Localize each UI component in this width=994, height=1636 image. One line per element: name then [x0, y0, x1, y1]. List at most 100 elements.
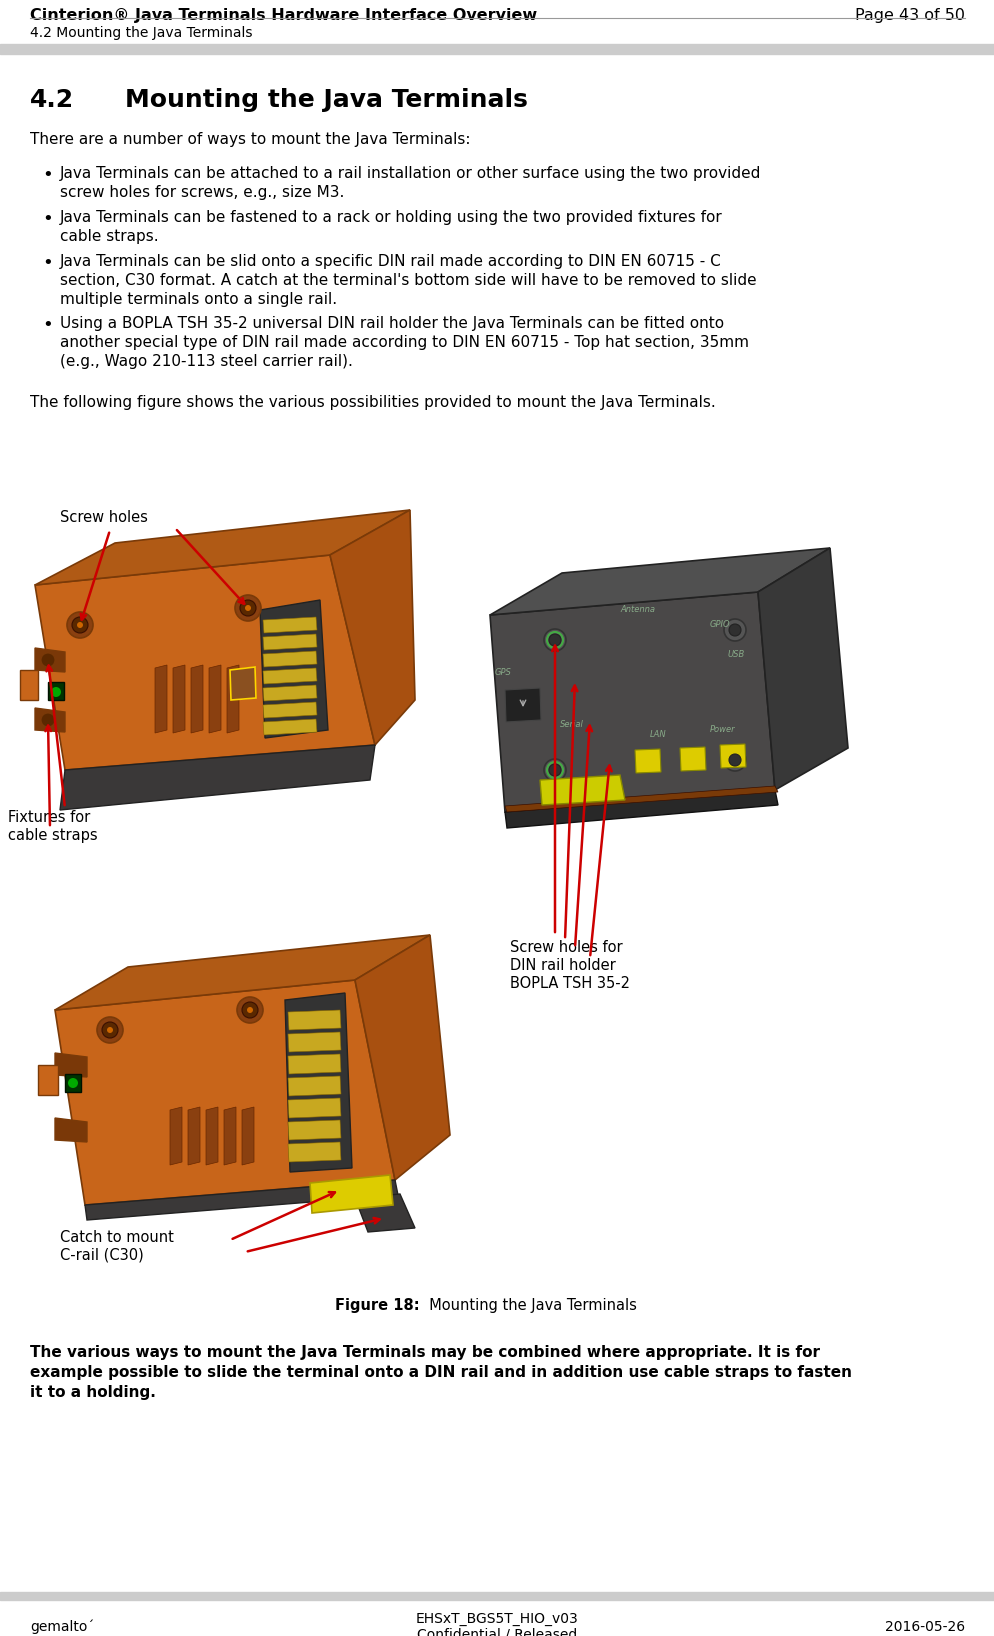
Circle shape — [724, 618, 746, 641]
Polygon shape — [188, 1108, 200, 1165]
Polygon shape — [287, 1009, 341, 1031]
Polygon shape — [35, 708, 65, 731]
Bar — [0, 1592, 994, 1600]
Polygon shape — [60, 744, 375, 810]
Polygon shape — [489, 548, 829, 615]
Text: GPS: GPS — [494, 667, 511, 677]
Circle shape — [544, 628, 566, 651]
Text: section, C30 format. A catch at the terminal's bottom side will have to be remov: section, C30 format. A catch at the term… — [60, 273, 755, 288]
Text: 2016-05-26: 2016-05-26 — [884, 1620, 964, 1634]
Polygon shape — [505, 689, 541, 721]
Text: •: • — [42, 316, 53, 334]
Polygon shape — [55, 1054, 86, 1076]
Polygon shape — [757, 548, 847, 790]
Circle shape — [72, 617, 87, 633]
Text: Mounting the Java Terminals: Mounting the Java Terminals — [125, 88, 528, 111]
Polygon shape — [287, 1121, 341, 1140]
Text: Figure 18:: Figure 18: — [335, 1297, 419, 1314]
Polygon shape — [242, 1108, 253, 1165]
Text: GPIO: GPIO — [710, 620, 730, 628]
Text: Using a BOPLA TSH 35-2 universal DIN rail holder the Java Terminals can be fitte: Using a BOPLA TSH 35-2 universal DIN rai… — [60, 316, 724, 330]
Text: Serial: Serial — [560, 720, 583, 730]
Circle shape — [237, 996, 262, 1022]
Text: •: • — [42, 165, 53, 183]
Circle shape — [67, 612, 92, 638]
Text: Java Terminals can be slid onto a specific DIN rail made according to DIN EN 607: Java Terminals can be slid onto a specif… — [60, 254, 721, 268]
Circle shape — [544, 759, 566, 780]
Text: screw holes for screws, e.g., size M3.: screw holes for screws, e.g., size M3. — [60, 185, 344, 200]
Text: multiple terminals onto a single rail.: multiple terminals onto a single rail. — [60, 291, 337, 308]
Circle shape — [51, 687, 61, 697]
Polygon shape — [55, 1117, 86, 1142]
Polygon shape — [35, 555, 375, 771]
Text: Page 43 of 50: Page 43 of 50 — [854, 8, 964, 23]
Text: Catch to mount: Catch to mount — [60, 1230, 174, 1245]
Text: Java Terminals can be fastened to a rack or holding using the two provided fixtu: Java Terminals can be fastened to a rack… — [60, 209, 722, 226]
Circle shape — [41, 713, 55, 726]
Circle shape — [107, 1027, 113, 1032]
Text: BOPLA TSH 35-2: BOPLA TSH 35-2 — [510, 977, 629, 991]
Bar — [48, 682, 64, 700]
Text: Java Terminals can be attached to a rail installation or other surface using the: Java Terminals can be attached to a rail… — [60, 165, 760, 182]
Polygon shape — [84, 1180, 398, 1220]
Polygon shape — [287, 1054, 341, 1073]
Text: Confidential / Released: Confidential / Released — [416, 1628, 577, 1636]
Polygon shape — [55, 936, 429, 1009]
Circle shape — [41, 653, 55, 667]
Polygon shape — [330, 510, 414, 744]
Polygon shape — [35, 648, 65, 672]
Polygon shape — [230, 667, 255, 700]
Polygon shape — [287, 1032, 341, 1052]
Circle shape — [247, 1008, 252, 1013]
Circle shape — [240, 600, 255, 617]
Polygon shape — [284, 993, 352, 1171]
Text: The following figure shows the various possibilities provided to mount the Java : The following figure shows the various p… — [30, 394, 715, 411]
Polygon shape — [505, 785, 777, 811]
Polygon shape — [173, 664, 185, 733]
Text: Screw holes: Screw holes — [60, 510, 148, 525]
Circle shape — [68, 1078, 78, 1088]
Text: •: • — [42, 254, 53, 272]
Circle shape — [96, 1018, 123, 1044]
Text: Antenna: Antenna — [619, 605, 654, 614]
Polygon shape — [20, 671, 38, 700]
Polygon shape — [355, 1194, 414, 1232]
Circle shape — [77, 622, 83, 628]
Text: Mounting the Java Terminals: Mounting the Java Terminals — [419, 1297, 636, 1314]
Polygon shape — [355, 936, 449, 1180]
Circle shape — [724, 749, 746, 771]
Polygon shape — [262, 685, 317, 700]
Polygon shape — [35, 510, 410, 586]
Polygon shape — [287, 1142, 341, 1162]
Text: •: • — [42, 209, 53, 227]
Polygon shape — [224, 1108, 236, 1165]
Polygon shape — [38, 1065, 58, 1094]
Text: Cinterion® Java Terminals Hardware Interface Overview: Cinterion® Java Terminals Hardware Inter… — [30, 8, 537, 23]
Polygon shape — [287, 1076, 341, 1096]
Polygon shape — [262, 635, 317, 649]
Polygon shape — [262, 617, 317, 633]
Text: Fixtures for: Fixtures for — [8, 810, 90, 825]
Text: C-rail (C30): C-rail (C30) — [60, 1248, 143, 1263]
Text: 4.2: 4.2 — [30, 88, 74, 111]
Bar — [0, 44, 994, 54]
Circle shape — [549, 635, 561, 646]
Circle shape — [102, 1022, 118, 1037]
Polygon shape — [720, 744, 746, 767]
Bar — [65, 1073, 81, 1091]
Polygon shape — [191, 664, 203, 733]
Text: Screw holes for: Screw holes for — [510, 941, 622, 955]
Text: LAN: LAN — [649, 730, 666, 739]
Text: (e.g., Wago 210-113 steel carrier rail).: (e.g., Wago 210-113 steel carrier rail). — [60, 353, 353, 370]
Polygon shape — [155, 664, 167, 733]
Polygon shape — [540, 775, 624, 805]
Circle shape — [549, 764, 561, 775]
Text: gemalto´: gemalto´ — [30, 1620, 94, 1634]
Circle shape — [729, 623, 741, 636]
Circle shape — [235, 596, 260, 622]
Text: USB: USB — [727, 649, 745, 659]
Text: example possible to slide the terminal onto a DIN rail and in addition use cable: example possible to slide the terminal o… — [30, 1364, 851, 1381]
Polygon shape — [206, 1108, 218, 1165]
Polygon shape — [262, 651, 317, 667]
Polygon shape — [489, 592, 774, 811]
